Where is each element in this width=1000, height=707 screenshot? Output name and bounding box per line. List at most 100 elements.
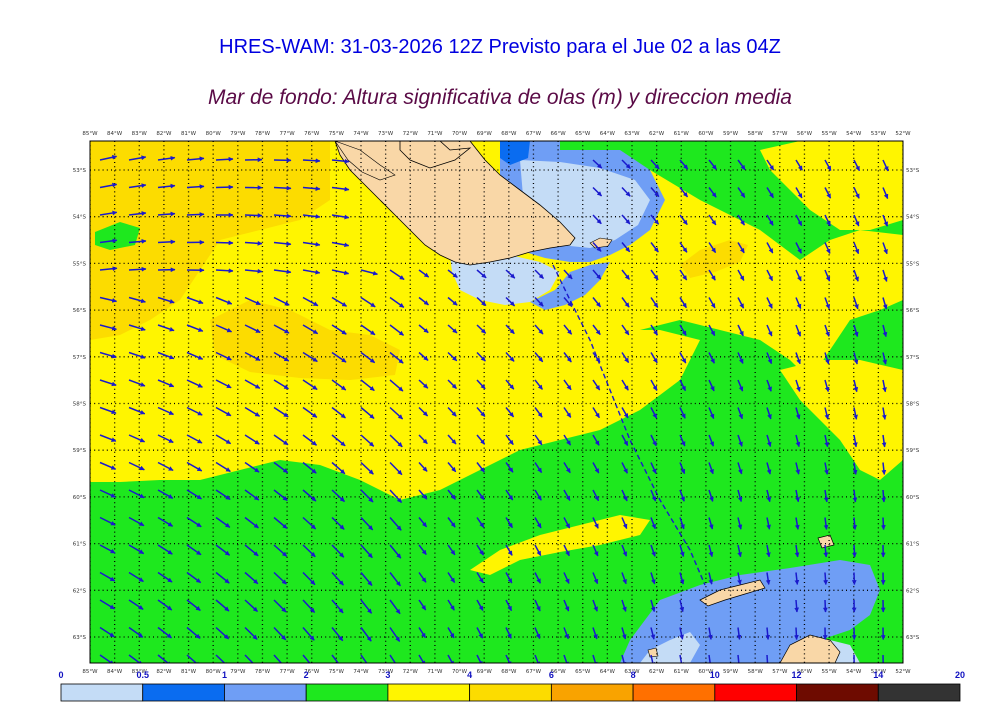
- direction-arrow: [650, 572, 656, 585]
- legend-swatch: [714, 683, 797, 702]
- lon-label-bottom: 58°W: [748, 669, 764, 675]
- direction-arrow: [157, 654, 172, 663]
- land-shetland-2: [817, 534, 835, 549]
- lat-label-left: 56°S: [73, 308, 87, 314]
- lat-label-left: 62°S: [73, 588, 87, 594]
- direction-arrow: [534, 654, 541, 663]
- direction-arrow: [852, 489, 858, 503]
- direction-arrow: [302, 654, 311, 663]
- direction-arrow: [389, 544, 402, 559]
- direction-arrow: [157, 461, 174, 472]
- direction-arrow: [157, 489, 174, 499]
- lon-label-top: 66°W: [550, 131, 566, 137]
- direction-arrow: [795, 434, 801, 448]
- direction-arrow: [534, 599, 541, 612]
- direction-arrow: [795, 352, 801, 365]
- direction-arrow: [447, 296, 458, 306]
- direction-arrow: [418, 517, 428, 528]
- direction-arrow: [99, 626, 115, 638]
- direction-arrow: [186, 379, 203, 388]
- lat-label-right: 59°S: [906, 448, 920, 454]
- direction-arrow: [418, 324, 429, 334]
- direction-arrow: [592, 214, 602, 225]
- land-islet: [647, 647, 659, 658]
- direction-arrow: [389, 269, 405, 281]
- direction-arrow: [331, 324, 347, 335]
- direction-arrow: [824, 214, 831, 227]
- direction-arrow: [795, 187, 803, 199]
- direction-arrow: [765, 627, 771, 640]
- field-green-west: [95, 222, 140, 250]
- direction-arrow: [418, 544, 427, 556]
- direction-arrow: [389, 572, 402, 587]
- direction-arrow: [737, 352, 744, 364]
- direction-arrow: [476, 489, 485, 501]
- direction-arrow: [302, 571, 316, 586]
- direction-arrow: [592, 462, 600, 474]
- direction-arrow: [273, 571, 287, 585]
- direction-arrow: [273, 434, 289, 446]
- direction-arrows: [99, 154, 889, 663]
- direction-arrow: [215, 599, 230, 612]
- lon-label-bottom: 62°W: [649, 669, 665, 675]
- direction-arrow: [418, 351, 429, 361]
- direction-arrow: [708, 379, 715, 392]
- legend-tick-label: 6: [549, 670, 554, 680]
- direction-arrow: [765, 572, 771, 585]
- direction-arrow: [621, 324, 630, 336]
- direction-arrow: [853, 297, 859, 310]
- direction-arrow: [592, 654, 598, 663]
- direction-arrow: [592, 324, 601, 336]
- direction-arrow: [534, 544, 542, 556]
- direction-arrow: [302, 544, 316, 558]
- direction-arrow: [563, 379, 572, 391]
- lon-label-bottom: 85°W: [82, 669, 98, 675]
- direction-arrow: [824, 187, 832, 199]
- direction-arrow: [331, 158, 350, 164]
- direction-arrow: [447, 544, 456, 556]
- direction-arrow: [592, 379, 601, 391]
- legend-swatch: [60, 683, 144, 702]
- direction-arrow: [128, 183, 147, 189]
- lon-label-top: 74°W: [353, 131, 369, 137]
- direction-arrow: [563, 297, 573, 308]
- direction-arrow: [273, 324, 290, 334]
- colorbar-legend: 0 0.5 1 2 3 4 6 8 10 12 14 20: [58, 670, 965, 702]
- lon-label-bottom: 52°W: [895, 669, 911, 675]
- direction-arrow: [331, 269, 350, 276]
- direction-arrow: [302, 296, 319, 307]
- direction-arrow: [244, 626, 258, 640]
- lon-label-bottom: 78°W: [255, 669, 271, 675]
- lat-label-left: 54°S: [73, 215, 87, 221]
- lon-label-bottom: 65°W: [575, 669, 591, 675]
- direction-arrow: [766, 517, 771, 530]
- direction-arrow: [447, 517, 456, 528]
- direction-arrow: [476, 544, 485, 556]
- direction-arrow: [794, 599, 800, 613]
- direction-arrow: [389, 324, 404, 336]
- direction-arrow: [880, 517, 886, 530]
- direction-arrow: [679, 269, 688, 281]
- direction-arrow: [99, 324, 117, 331]
- direction-arrow: [157, 626, 172, 639]
- lon-label-bottom: 75°W: [329, 669, 345, 675]
- direction-arrow: [157, 571, 173, 583]
- lon-label-bottom: 80°W: [206, 669, 222, 675]
- direction-arrow: [737, 434, 743, 447]
- direction-arrow: [737, 489, 743, 503]
- direction-arrow: [766, 407, 772, 420]
- direction-arrow: [534, 572, 542, 584]
- legend-swatch: [877, 683, 961, 702]
- direction-arrow: [794, 517, 800, 530]
- lon-label-bottom: 84°W: [107, 669, 123, 675]
- direction-arrow: [853, 352, 859, 365]
- direction-arrow: [331, 214, 350, 220]
- legend-tick-label: 0.5: [136, 670, 149, 680]
- direction-arrow: [302, 269, 321, 275]
- direction-arrow: [795, 214, 803, 227]
- direction-arrow: [128, 238, 147, 244]
- direction-arrow: [650, 159, 660, 170]
- direction-arrow: [244, 516, 259, 529]
- lon-label-top: 79°W: [230, 131, 246, 137]
